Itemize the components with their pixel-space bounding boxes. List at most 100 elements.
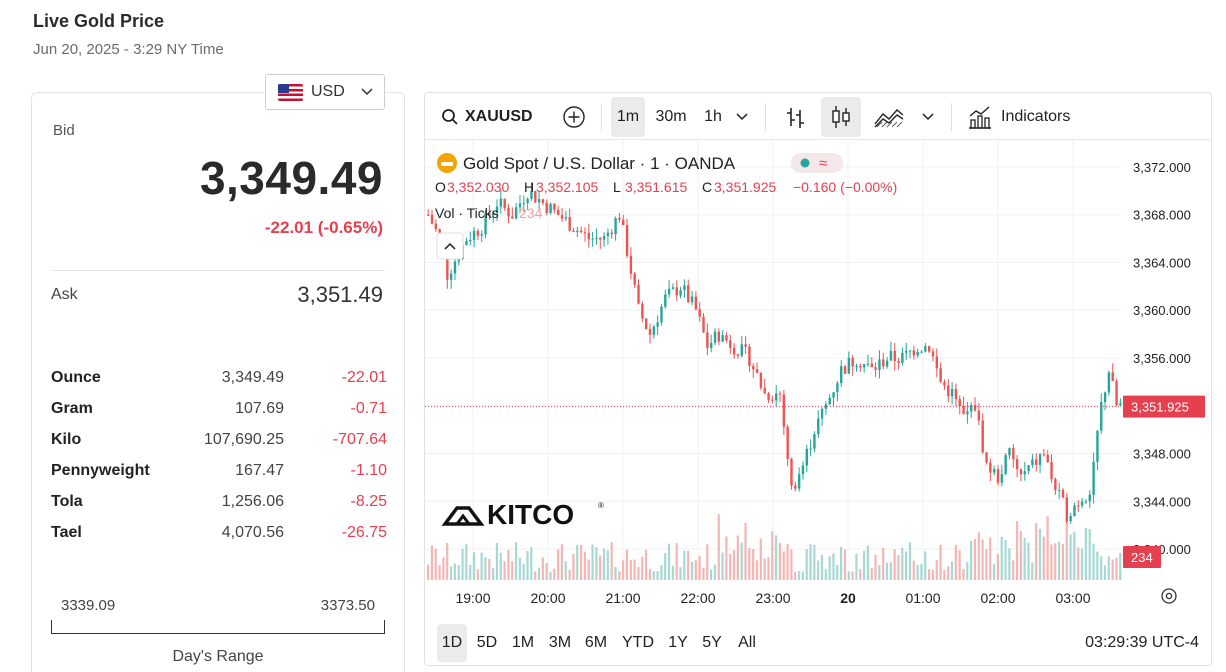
volume-bar (889, 562, 892, 580)
volume-bar (1019, 531, 1022, 580)
unit-row-kilo: Kilo 107,690.25 -707.64 (51, 424, 387, 455)
range-all-button[interactable]: All (738, 634, 756, 651)
candle (1088, 494, 1091, 502)
kitco-logo-inner (455, 513, 471, 525)
volume-bar (484, 557, 487, 580)
candle (1096, 430, 1099, 462)
volume-bar (557, 549, 560, 580)
volume-bar (1046, 516, 1049, 580)
toolbar-divider (601, 103, 602, 131)
volume-bar (480, 552, 483, 580)
range-3m-button[interactable]: 3M (548, 634, 572, 651)
page-title: Live Gold Price (33, 11, 165, 31)
candle (843, 366, 847, 374)
candle (1111, 372, 1114, 382)
candle (1031, 459, 1034, 466)
range-5y-button[interactable]: 5Y (702, 634, 722, 651)
area-chart-style-button[interactable] (869, 97, 909, 137)
chart-clock: 03:29:39 UTC-4 (1085, 634, 1199, 651)
candle (625, 224, 629, 256)
volume-bar (679, 567, 682, 580)
volume-bar (748, 548, 751, 580)
candle (732, 347, 736, 355)
volume-bar (840, 546, 843, 580)
candle (1015, 459, 1019, 470)
us-flag-icon (278, 83, 303, 101)
unit-price: 3,349.49 (221, 368, 284, 386)
candle (637, 284, 640, 304)
candle (778, 393, 782, 395)
chevron-up-icon (444, 242, 456, 250)
unit-change: -22.01 (341, 368, 387, 386)
candle (1107, 372, 1111, 393)
interval-30m[interactable]: 30m (655, 108, 687, 125)
compare-symbol-button[interactable] (557, 97, 591, 137)
time-axis-label: 20:00 (530, 590, 565, 606)
range-ytd-button[interactable]: YTD (622, 634, 654, 651)
settings-icon-core (1165, 592, 1173, 600)
range-1d-button[interactable]: 1D (437, 624, 467, 662)
interval-dropdown-button[interactable] (731, 97, 753, 137)
volume-bar (537, 567, 541, 580)
volume-bar (518, 557, 521, 580)
volume-bar (1088, 529, 1091, 580)
volume-bar (453, 563, 456, 580)
candle (587, 232, 591, 240)
candle (1077, 505, 1080, 507)
volume-bar (1031, 562, 1034, 580)
candle (667, 288, 671, 295)
range-5d-button[interactable]: 5D (476, 634, 498, 651)
volume-bar (847, 571, 850, 580)
volume-bar (992, 564, 996, 580)
chart-legend: Gold Spot / U.S. Dollar · 1 · OANDA ≈O 3,3… (435, 153, 897, 221)
price-chart[interactable]: 3,372.000 3,368.000 3,364.000 3,360.000 3,35… (425, 140, 1212, 618)
candle (721, 335, 724, 342)
volume-bar (434, 548, 437, 580)
candle (633, 273, 636, 285)
volume-bar (908, 542, 912, 580)
volume-bar (461, 548, 464, 580)
interval-1m[interactable]: 1m (611, 97, 645, 137)
collapse-legend-button[interactable] (436, 232, 464, 260)
volume-bar (805, 549, 808, 580)
volume-bar (1111, 559, 1114, 580)
range-1y-button[interactable]: 1Y (668, 634, 688, 651)
legend-title: Gold Spot / U.S. Dollar · 1 · OANDA (463, 154, 736, 173)
bar-chart-style-button[interactable] (779, 97, 813, 137)
volume-bar (522, 564, 525, 580)
time-axis: 19:00 20:00 21:00 22:00 23:00 20 01:00 02:00 03:… (455, 590, 1090, 606)
chart-style-dropdown-button[interactable] (917, 97, 939, 137)
volume-bar (1038, 528, 1042, 580)
candle (924, 346, 927, 352)
volume-bar (893, 549, 896, 580)
chevron-down-icon (361, 88, 373, 96)
interval-1h[interactable]: 1h (704, 108, 722, 125)
candle (1042, 454, 1046, 456)
candle (874, 367, 877, 370)
candle (866, 363, 870, 365)
candle (771, 399, 774, 401)
candle-chart-style-button[interactable] (821, 97, 861, 137)
volume-bar (885, 562, 889, 580)
range-6m-button[interactable]: 6M (584, 634, 608, 651)
unit-change: -8.25 (350, 492, 387, 510)
volume-bar (641, 556, 644, 580)
volume-bar (652, 571, 655, 580)
volume-bar (606, 550, 609, 580)
candle (828, 397, 831, 405)
indicators-button[interactable]: Indicators (961, 97, 1085, 137)
plus-circle-icon (563, 106, 585, 128)
candle (480, 234, 483, 236)
ohlc-label: C (702, 179, 712, 195)
candle (870, 363, 874, 368)
range-1m-button[interactable]: 1M (511, 634, 535, 651)
volume-bar (813, 544, 816, 580)
candle (553, 203, 556, 210)
chevron-down-icon (922, 113, 934, 121)
kitco-logo: KITCO ® (441, 499, 604, 530)
volume-bar (427, 564, 430, 580)
volume-bar (602, 548, 606, 580)
currency-select[interactable]: USD (265, 74, 385, 110)
symbol-search-button[interactable]: XAUUSD (435, 97, 535, 137)
volume-bar (924, 551, 927, 580)
